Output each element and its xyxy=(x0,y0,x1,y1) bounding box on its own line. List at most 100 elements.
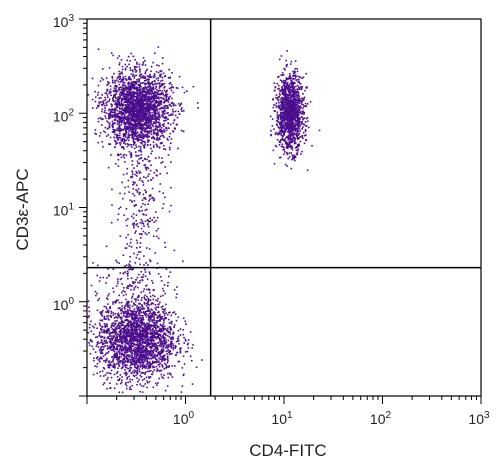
event-dot xyxy=(164,74,167,77)
event-dot xyxy=(120,129,122,132)
event-dot xyxy=(133,132,136,134)
event-dot xyxy=(126,127,129,129)
event-dot xyxy=(149,118,152,121)
event-dot xyxy=(152,311,155,313)
event-dot xyxy=(159,334,162,337)
event-dot xyxy=(111,349,113,352)
event-dot xyxy=(149,325,152,327)
event-dot xyxy=(137,113,140,115)
event-dot xyxy=(134,116,136,119)
event-dot xyxy=(102,103,105,105)
event-dot xyxy=(156,91,159,94)
event-dot xyxy=(133,355,136,357)
event-dot xyxy=(149,86,152,89)
event-dot xyxy=(156,347,159,349)
event-dot xyxy=(147,122,150,125)
event-dot xyxy=(170,102,173,105)
event-dot xyxy=(128,103,130,106)
event-dot xyxy=(120,312,123,315)
event-dot xyxy=(159,89,162,92)
event-dot xyxy=(120,100,123,103)
event-dot xyxy=(145,121,147,124)
event-dot xyxy=(146,103,149,106)
event-dot xyxy=(154,108,156,110)
event-dot xyxy=(142,354,145,356)
event-dot xyxy=(123,114,126,116)
event-dot xyxy=(160,85,162,87)
event-dot xyxy=(138,126,141,129)
event-dot xyxy=(143,323,145,325)
event-dot xyxy=(128,313,130,315)
event-dot xyxy=(150,316,152,319)
event-dot xyxy=(120,355,122,358)
event-dot xyxy=(109,85,112,88)
event-dot xyxy=(292,82,295,85)
event-dot xyxy=(163,358,165,361)
event-dot xyxy=(114,122,116,124)
event-dot xyxy=(162,101,165,104)
event-dot xyxy=(134,123,136,125)
event-dot xyxy=(99,116,102,119)
event-dot xyxy=(152,321,154,324)
event-dot xyxy=(129,98,131,101)
event-dot xyxy=(160,352,162,355)
event-dot xyxy=(116,123,119,126)
event-dot xyxy=(149,98,151,101)
event-dot xyxy=(123,364,126,367)
event-dot xyxy=(132,333,135,336)
event-dot xyxy=(101,68,104,70)
event-dot xyxy=(165,95,167,98)
event-dot xyxy=(146,360,149,363)
event-dot xyxy=(118,101,121,104)
event-dot xyxy=(139,141,142,144)
event-dot xyxy=(147,339,150,342)
event-dot xyxy=(139,334,142,336)
event-dot xyxy=(137,359,140,361)
event-dot xyxy=(145,107,147,109)
event-dot xyxy=(137,89,139,91)
event-dot xyxy=(159,338,161,341)
event-dot xyxy=(118,327,121,330)
event-dot xyxy=(128,333,131,336)
event-dot xyxy=(123,341,126,343)
event-dot xyxy=(152,386,155,389)
event-dot xyxy=(148,132,151,134)
event-dot xyxy=(131,129,133,132)
event-dot xyxy=(127,359,129,361)
event-dot xyxy=(138,100,140,102)
event-dot xyxy=(159,96,162,99)
event-dot xyxy=(293,128,295,131)
event-dot xyxy=(140,109,142,112)
event-dot xyxy=(150,325,153,328)
event-dot xyxy=(118,73,121,75)
event-dot xyxy=(187,347,190,349)
event-dot xyxy=(170,321,172,324)
event-dot xyxy=(165,367,167,369)
event-dot xyxy=(135,311,137,314)
event-dot xyxy=(142,94,144,96)
event-dot xyxy=(148,377,151,379)
event-dot xyxy=(121,339,124,342)
event-dot xyxy=(109,387,111,390)
event-dot xyxy=(126,103,129,106)
event-dot xyxy=(141,365,143,368)
event-dot xyxy=(148,380,151,383)
event-dot xyxy=(136,337,138,340)
event-dot xyxy=(177,110,180,113)
event-dot xyxy=(160,328,163,331)
event-dot xyxy=(118,136,120,139)
event-dot xyxy=(142,316,144,319)
event-dot xyxy=(99,351,102,353)
event-dot xyxy=(146,380,148,382)
event-dot xyxy=(132,83,135,86)
event-dot xyxy=(299,117,301,119)
event-dot xyxy=(135,326,138,329)
event-dot xyxy=(117,80,120,83)
event-dot xyxy=(152,109,155,112)
event-dot xyxy=(155,138,158,141)
event-dot xyxy=(113,325,115,327)
event-dot xyxy=(285,146,288,149)
event-dot xyxy=(118,330,121,333)
event-dot xyxy=(149,299,152,301)
event-dot xyxy=(196,102,199,104)
